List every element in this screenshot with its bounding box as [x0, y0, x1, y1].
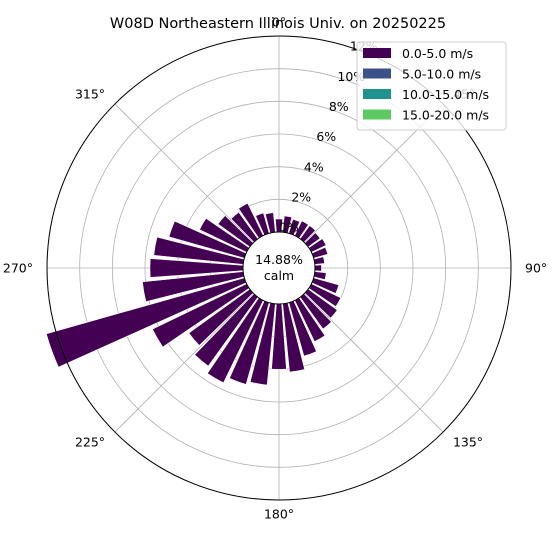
calm-circle [242, 231, 316, 305]
radial-tick-label: 6% [316, 129, 336, 144]
legend-label: 0.0-5.0 m/s [402, 46, 473, 61]
legend-swatch [363, 68, 391, 79]
legend-label: 10.0-15.0 m/s [402, 87, 489, 102]
wind-bars [45, 202, 342, 386]
grid-spoke-225 [114, 293, 254, 433]
legend-label: 5.0-10.0 m/s [402, 67, 481, 82]
calm-percent-label: 14.88% [255, 252, 303, 267]
legend-swatch [363, 109, 391, 120]
legend-swatch [363, 48, 391, 58]
radial-tick-label: 0% [279, 220, 299, 235]
radial-tick-label: 4% [304, 159, 324, 174]
chart-title: W08D Northeastern Illinois Univ. on 2025… [110, 16, 446, 32]
calm-word-label: calm [264, 268, 294, 283]
legend-label: 15.0-20.0 m/s [402, 108, 489, 123]
angle-label: 180° [264, 507, 294, 522]
radial-tick-label: 2% [291, 190, 311, 205]
angle-label: 315° [75, 87, 105, 102]
wind-bar-90 [314, 264, 322, 272]
radial-tick-label: 8% [329, 99, 349, 114]
angle-label: 135° [453, 434, 483, 449]
angle-label: 270° [3, 261, 33, 276]
outer-frame-circle [46, 35, 512, 501]
angle-label: 225° [75, 434, 105, 449]
angle-label: 90° [525, 261, 547, 276]
legend-box [356, 41, 507, 131]
angle-label: 0° [272, 15, 286, 30]
legend-swatch [363, 89, 391, 99]
legend: 0.0-5.0 m/s 5.0-10.0 m/s 10.0-15.0 m/s 15.0… [356, 41, 507, 131]
grid-spoke-135 [304, 293, 444, 433]
grid-spoke-315 [114, 103, 254, 243]
